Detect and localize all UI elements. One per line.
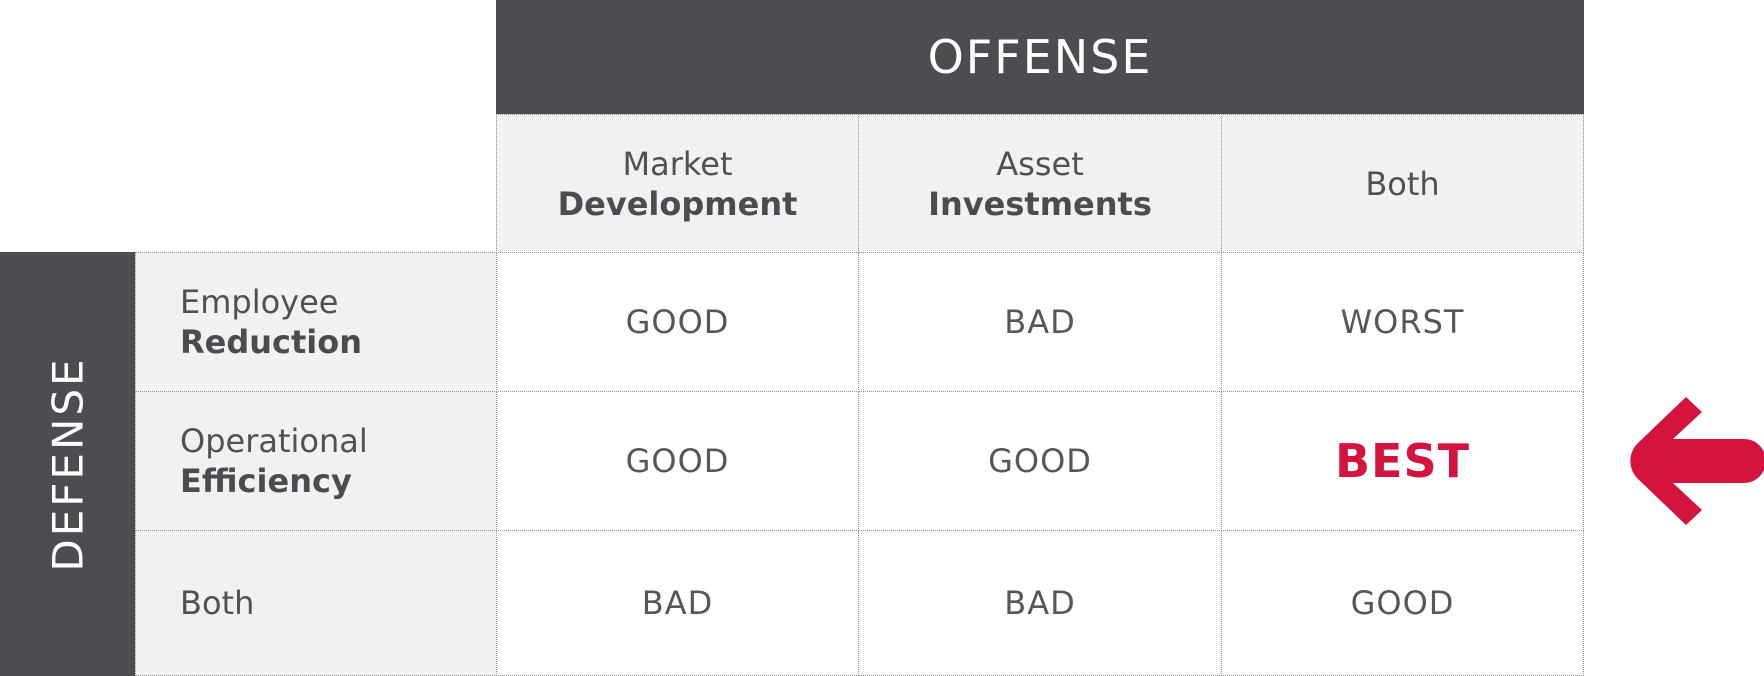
row-header-line1: Both [180, 584, 255, 622]
matrix-cell: BAD [858, 530, 1222, 676]
left-arrow-shape [1630, 397, 1764, 525]
matrix-cell: GOOD [496, 391, 859, 531]
defense-header: DEFENSE [0, 252, 135, 676]
matrix-cell: GOOD [858, 391, 1222, 531]
left-arrow-icon [1630, 397, 1764, 525]
offense-header: OFFENSE [496, 0, 1584, 114]
row-header-line1: Employee [180, 283, 339, 321]
column-header-both: Both [1221, 114, 1584, 253]
column-header-line2: Investments [928, 184, 1152, 223]
column-header-line2: Development [557, 184, 798, 223]
column-header-line1: Asset [996, 144, 1084, 183]
row-header-both: Both [135, 530, 497, 676]
row-header-line2: Reduction [180, 323, 363, 361]
matrix-cell-best: BEST [1221, 391, 1584, 531]
column-header-line1: Market [622, 144, 733, 183]
matrix-cell: BAD [496, 530, 859, 676]
row-header-operational-efficiency: Operational Efficiency [135, 391, 497, 531]
matrix-cell: GOOD [1221, 530, 1584, 676]
column-header-line1: Both [1365, 164, 1440, 203]
column-header-asset-investments: Asset Investments [858, 114, 1222, 253]
matrix-cell: BAD [858, 252, 1222, 392]
column-header-market-development: Market Development [496, 114, 859, 253]
matrix-cell: WORST [1221, 252, 1584, 392]
row-header-line2: Efficiency [180, 462, 352, 500]
matrix-cell: GOOD [496, 252, 859, 392]
row-header-line1: Operational [180, 422, 368, 460]
row-header-employee-reduction: Employee Reduction [135, 252, 497, 392]
defense-label: DEFENSE [43, 356, 92, 572]
